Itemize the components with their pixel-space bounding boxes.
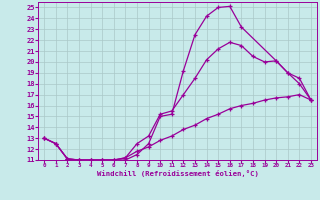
X-axis label: Windchill (Refroidissement éolien,°C): Windchill (Refroidissement éolien,°C) xyxy=(97,170,259,177)
